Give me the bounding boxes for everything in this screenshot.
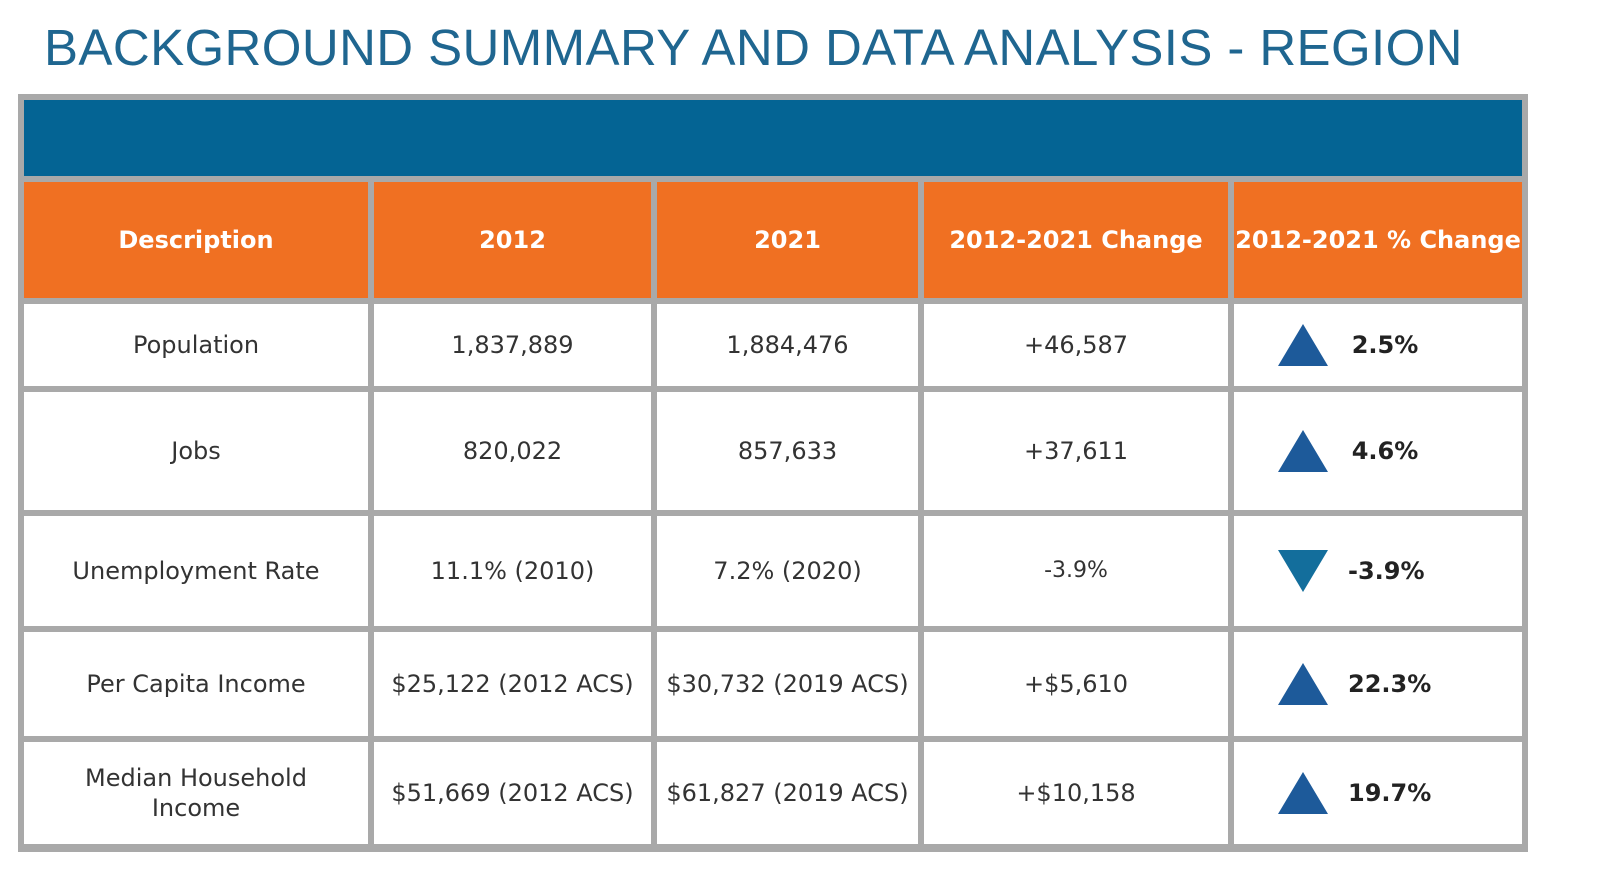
triangle-down-icon (1278, 550, 1328, 592)
row-median-household-income-pct-change: 19.7% (1234, 742, 1522, 844)
row-unemployment-2012: 11.1% (2010) (374, 516, 651, 626)
summary-table: Description 2012 2021 2012-2021 Change 2… (18, 94, 1528, 852)
triangle-up-icon (1278, 430, 1328, 472)
pct-value: 4.6% (1351, 437, 1419, 465)
row-per-capita-income-2012: $25,122 (2012 ACS) (374, 632, 651, 736)
row-median-household-income-change: +$10,158 (924, 742, 1228, 844)
pct-value: 19.7% (1348, 779, 1432, 807)
triangle-up-icon (1278, 663, 1328, 705)
header-pct-change: 2012-2021 % Change (1234, 182, 1522, 298)
row-population-pct-change: 2.5% (1234, 304, 1522, 386)
row-jobs-description: Jobs (24, 392, 368, 510)
row-unemployment-pct-change: -3.9% (1234, 516, 1522, 626)
header-2012: 2012 (374, 182, 651, 298)
header-change: 2012-2021 Change (924, 182, 1228, 298)
table-grid: Description 2012 2021 2012-2021 Change 2… (24, 182, 1522, 846)
row-median-household-income-description: Median Household Income (24, 742, 368, 844)
row-unemployment-2021: 7.2% (2020) (657, 516, 918, 626)
row-per-capita-income-pct-change: 22.3% (1234, 632, 1522, 736)
row-population-change: +46,587 (924, 304, 1228, 386)
row-jobs-2021: 857,633 (657, 392, 918, 510)
pct-value: 2.5% (1351, 331, 1419, 359)
row-per-capita-income-description: Per Capita Income (24, 632, 368, 736)
triangle-up-icon (1278, 772, 1328, 814)
pct-value: 22.3% (1348, 670, 1432, 698)
row-unemployment-description: Unemployment Rate (24, 516, 368, 626)
row-jobs-pct-change: 4.6% (1234, 392, 1522, 510)
row-population-description: Population (24, 304, 368, 386)
row-median-household-income-2012: $51,669 (2012 ACS) (374, 742, 651, 844)
table-title-band (24, 100, 1522, 176)
row-jobs-2012: 820,022 (374, 392, 651, 510)
row-jobs-change: +37,611 (924, 392, 1228, 510)
pct-value: -3.9% (1348, 557, 1425, 585)
row-unemployment-change: -3.9% (924, 516, 1228, 626)
row-per-capita-income-2021: $30,732 (2019 ACS) (657, 632, 918, 736)
row-population-2021: 1,884,476 (657, 304, 918, 386)
row-median-household-income-2021: $61,827 (2019 ACS) (657, 742, 918, 844)
triangle-up-icon (1278, 324, 1328, 366)
row-per-capita-income-change: +$5,610 (924, 632, 1228, 736)
page-title: BACKGROUND SUMMARY AND DATA ANALYSIS - R… (44, 19, 1463, 76)
row-population-2012: 1,837,889 (374, 304, 651, 386)
header-description: Description (24, 182, 368, 298)
header-2021: 2021 (657, 182, 918, 298)
